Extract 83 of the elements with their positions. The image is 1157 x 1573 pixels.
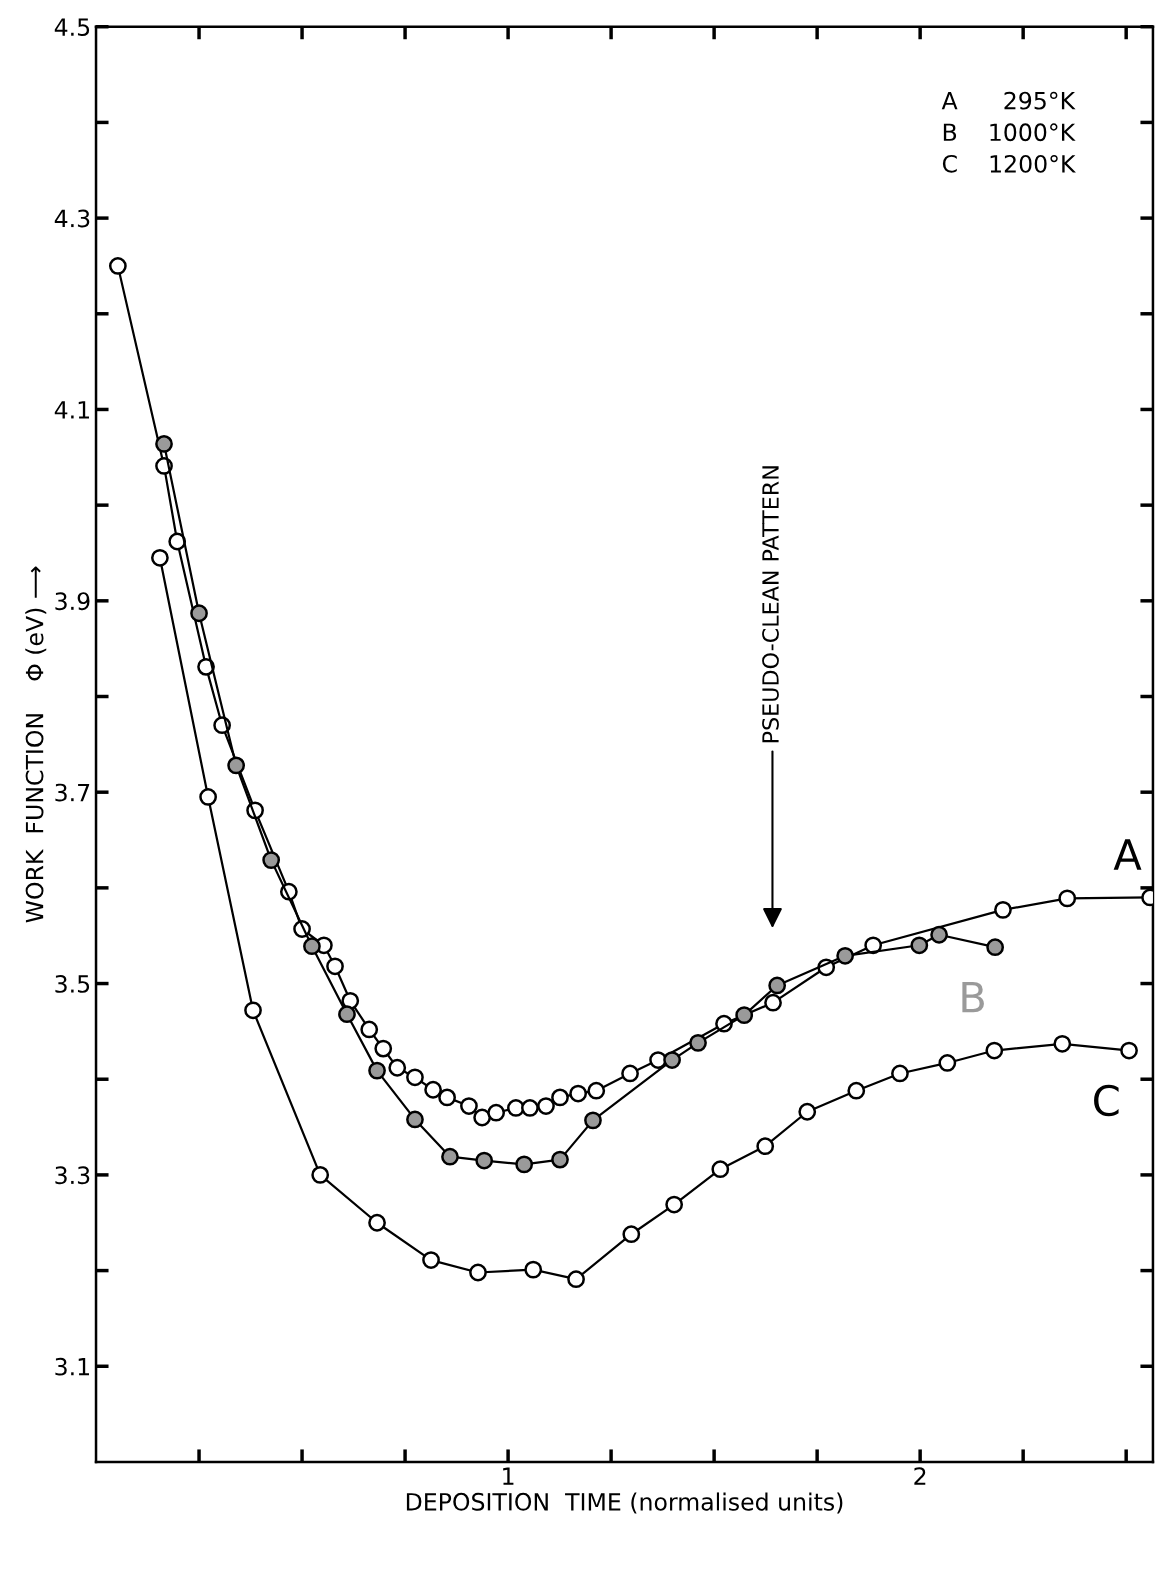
point <box>515 1155 534 1174</box>
x-axis-title: DEPOSITION TIME (normalised units) <box>406 1492 843 1514</box>
point <box>368 1061 386 1080</box>
point <box>199 788 217 806</box>
point <box>665 1195 684 1214</box>
point <box>910 936 929 955</box>
point <box>1053 1034 1072 1053</box>
y-axis-title: WORK FUNCTION Φ (eV) ⟶ <box>25 566 47 923</box>
point <box>507 1099 525 1117</box>
y-tick-label: 3.9 <box>55 592 90 611</box>
point <box>551 1088 569 1107</box>
point <box>338 1005 356 1024</box>
point <box>460 1097 478 1115</box>
point <box>469 1263 487 1282</box>
point <box>663 1051 681 1069</box>
point <box>473 1108 492 1127</box>
x-tick-label: 1 <box>503 1467 514 1485</box>
point <box>406 1110 424 1129</box>
point <box>587 1081 606 1100</box>
annotation: C 1200°K <box>942 154 1076 173</box>
point <box>836 946 855 965</box>
point <box>524 1260 543 1279</box>
annotation: PSEUDO-CLEAN PATTERN <box>762 466 779 743</box>
point <box>262 851 281 870</box>
point <box>155 435 173 453</box>
x-tick-label: 2 <box>914 1467 926 1485</box>
point <box>567 1270 585 1289</box>
point <box>689 1033 707 1052</box>
y-tick-label: 4.5 <box>54 18 90 37</box>
point <box>168 532 187 551</box>
point <box>1120 1041 1138 1060</box>
point <box>227 756 246 775</box>
series-label: B <box>962 981 984 1013</box>
point <box>388 1058 407 1077</box>
y-tick-label: 3.1 <box>55 1357 89 1376</box>
point <box>406 1068 424 1087</box>
point <box>986 938 1005 957</box>
point <box>621 1064 639 1083</box>
point <box>711 1160 730 1179</box>
point <box>1058 889 1077 908</box>
annotation: A 295°K <box>941 91 1076 110</box>
point <box>584 1111 602 1130</box>
point <box>441 1147 459 1166</box>
y-tick-label: 4.3 <box>54 209 90 228</box>
point <box>768 976 787 995</box>
y-tick-label: 3.3 <box>55 1166 90 1185</box>
point <box>438 1088 456 1107</box>
point <box>994 900 1012 919</box>
point <box>151 548 169 567</box>
point <box>521 1099 539 1117</box>
point <box>422 1251 440 1269</box>
legend-label: A <box>1113 839 1142 870</box>
point <box>374 1039 393 1058</box>
legend-label: C <box>1094 1084 1119 1117</box>
point <box>190 604 208 623</box>
point <box>864 936 883 955</box>
point <box>311 1166 330 1184</box>
point <box>735 1006 754 1025</box>
point <box>985 1041 1004 1060</box>
point <box>326 957 344 976</box>
point <box>798 1102 817 1121</box>
point <box>537 1097 555 1115</box>
point <box>847 1081 866 1100</box>
point <box>360 1020 379 1039</box>
y-tick-label: 4.1 <box>54 401 89 419</box>
point <box>764 993 782 1012</box>
point <box>891 1064 909 1083</box>
point <box>938 1054 957 1072</box>
point <box>622 1225 641 1244</box>
annotation: B 1000°K <box>943 123 1076 142</box>
point <box>303 937 321 956</box>
y-tick-label: 3.5 <box>55 974 90 993</box>
point <box>244 1001 262 1020</box>
point <box>756 1137 775 1156</box>
point <box>475 1151 494 1170</box>
point <box>487 1103 506 1122</box>
point <box>108 257 127 275</box>
y-tick-label: 3.7 <box>55 783 90 802</box>
point <box>551 1150 569 1169</box>
point <box>424 1080 442 1099</box>
point <box>569 1084 588 1103</box>
point <box>930 925 948 944</box>
point <box>368 1213 386 1232</box>
